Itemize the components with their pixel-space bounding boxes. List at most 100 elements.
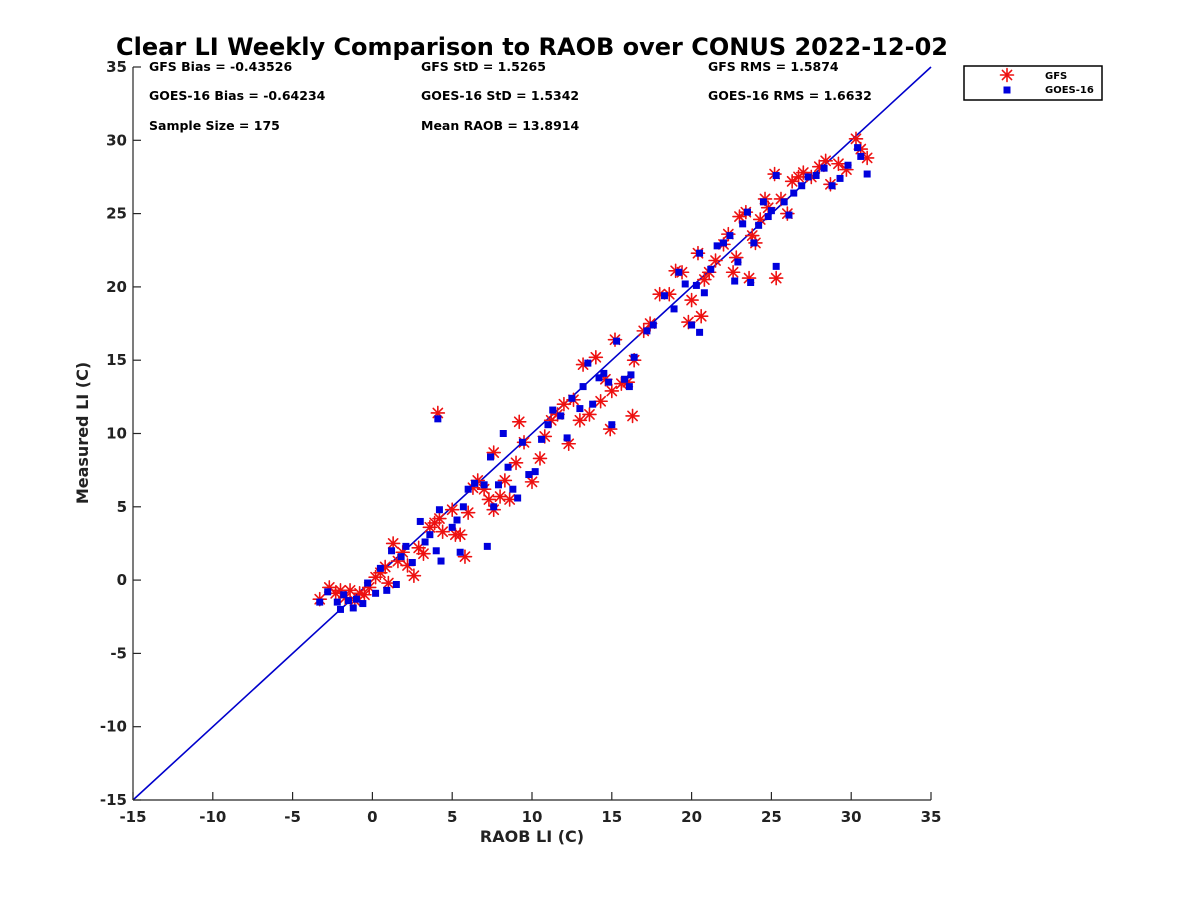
y-tick-label: 20 xyxy=(106,278,127,296)
gfs-point xyxy=(604,383,620,399)
y-axis-ticks: -15 -10 -5 0 5 10 15 20 25 30 35 xyxy=(100,58,141,809)
gfs-point xyxy=(416,546,431,562)
y-tick-label: 10 xyxy=(106,425,127,443)
gfs-point xyxy=(444,502,460,518)
goes16-point xyxy=(568,394,576,402)
goes16-point xyxy=(750,239,758,247)
y-tick-label: 0 xyxy=(117,571,127,589)
stat-goes-rms: GOES-16 RMS = 1.6632 xyxy=(708,88,872,103)
gfs-point xyxy=(532,451,548,466)
goes16-point xyxy=(675,268,683,276)
gfs-point xyxy=(481,492,497,507)
goes16-point xyxy=(681,280,689,288)
gfs-point xyxy=(831,156,846,172)
goes16-point xyxy=(812,171,820,179)
stat-gfs-bias: GFS Bias = -0.43526 xyxy=(149,59,292,74)
goes16-point xyxy=(772,262,780,270)
goes16-point xyxy=(627,371,635,379)
goes16-point xyxy=(416,517,424,525)
goes16-point xyxy=(538,435,546,443)
gfs-point xyxy=(452,527,468,542)
gfs-series xyxy=(312,131,875,608)
legend-gfs-marker-icon xyxy=(999,67,1015,83)
gfs-point xyxy=(593,393,608,409)
goes16-point xyxy=(376,564,384,572)
goes16-point xyxy=(364,579,372,587)
goes16-point xyxy=(726,232,734,240)
goes16-point xyxy=(747,279,755,287)
goes16-point xyxy=(448,523,456,531)
goes16-point xyxy=(408,559,416,567)
gfs-point xyxy=(818,153,833,169)
goes16-point xyxy=(739,220,747,228)
legend-gfs-label: GFS xyxy=(1045,71,1067,82)
gfs-point xyxy=(848,131,864,147)
goes16-point xyxy=(480,481,488,489)
goes16-point xyxy=(798,182,806,190)
goes16-point xyxy=(863,170,871,178)
goes16-point xyxy=(844,161,852,169)
goes16-point xyxy=(333,598,341,606)
goes16-point xyxy=(767,207,775,215)
gfs-point xyxy=(684,292,699,308)
goes16-point xyxy=(435,506,443,514)
goes16-point xyxy=(836,174,844,182)
goes16-point xyxy=(707,265,715,273)
goes16-point xyxy=(625,383,633,391)
goes16-point xyxy=(344,597,352,605)
goes16-point xyxy=(857,152,865,160)
gfs-point xyxy=(784,174,800,189)
goes16-point xyxy=(397,553,405,561)
legend-goes16-marker-icon xyxy=(1003,86,1011,94)
goes16-point xyxy=(487,453,495,461)
gfs-point xyxy=(556,396,572,412)
goes16-point xyxy=(434,415,442,423)
x-tick-label: 10 xyxy=(522,808,543,826)
goes16-point xyxy=(557,412,565,420)
gfs-point xyxy=(582,407,597,422)
goes16-point xyxy=(499,430,507,437)
y-tick-label: -10 xyxy=(100,718,127,736)
gfs-point xyxy=(385,536,401,551)
reference-line-1-to-1 xyxy=(132,66,932,801)
goes16-point xyxy=(605,378,613,386)
goes16-point xyxy=(549,406,557,414)
x-tick-label: -15 xyxy=(119,808,146,826)
goes16-point xyxy=(579,383,587,391)
goes16-point xyxy=(421,538,429,546)
goes16-point xyxy=(471,479,479,487)
goes16-point xyxy=(608,421,616,429)
goes16-point xyxy=(643,327,651,335)
gfs-point xyxy=(511,414,527,430)
goes16-point xyxy=(804,173,812,181)
goes16-point xyxy=(731,277,739,285)
goes16-point xyxy=(531,468,539,476)
goes16-point xyxy=(316,598,324,606)
goes16-point xyxy=(388,547,396,555)
stat-gfs-std: GFS StD = 1.5265 xyxy=(421,59,546,74)
goes16-point xyxy=(772,171,780,179)
gfs-point xyxy=(502,492,517,507)
stat-goes-std: GOES-16 StD = 1.5342 xyxy=(421,88,579,103)
goes16-point xyxy=(764,213,772,221)
gfs-point xyxy=(625,408,640,424)
goes16-point xyxy=(720,239,728,247)
gfs-point xyxy=(588,349,604,365)
goes16-point xyxy=(576,405,584,413)
y-tick-label: 30 xyxy=(106,131,127,149)
x-tick-label: 15 xyxy=(601,808,622,826)
goes16-point xyxy=(340,591,348,599)
goes16-point xyxy=(426,531,434,539)
goes16-point xyxy=(649,321,657,329)
goes16-point xyxy=(785,211,793,219)
goes16-point xyxy=(780,198,788,206)
gfs-point xyxy=(406,568,422,584)
goes16-point xyxy=(670,305,678,313)
goes16-point xyxy=(688,321,696,329)
legend-box xyxy=(963,65,1103,101)
gfs-point xyxy=(508,455,524,471)
goes16-point xyxy=(336,605,344,613)
goes16-point xyxy=(563,434,571,442)
goes16-point xyxy=(459,503,467,511)
